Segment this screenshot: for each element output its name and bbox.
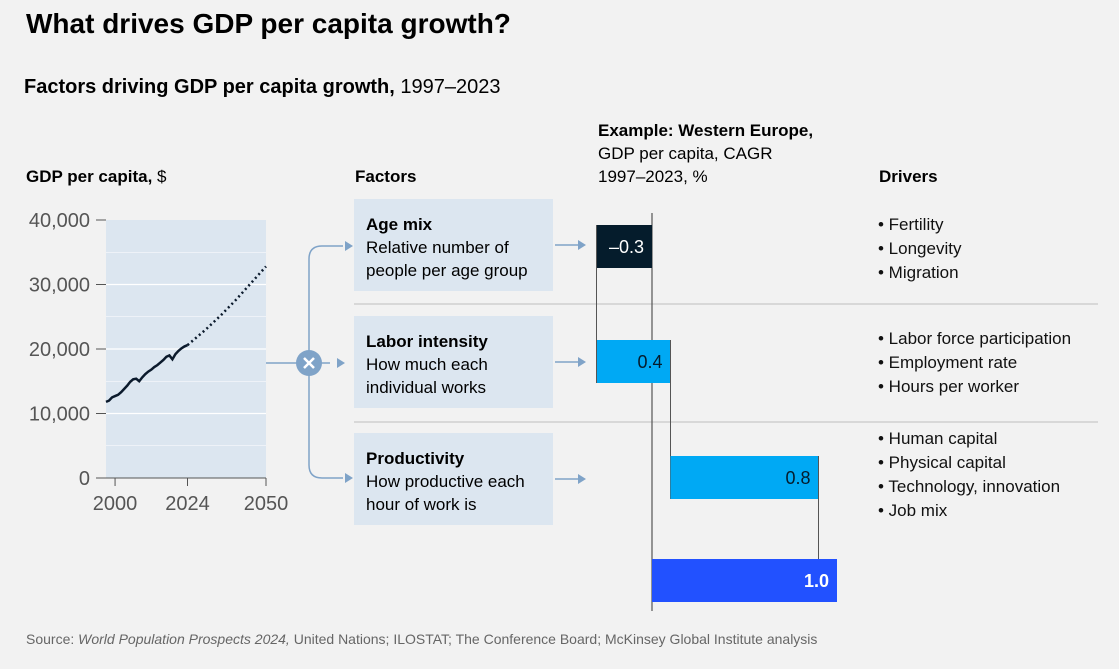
example-header-line3: 1997–2023, % (598, 167, 708, 186)
arrow-head-icon (578, 240, 586, 250)
driver-item: • Longevity (878, 239, 962, 258)
driver-list: • Labor force participation • Employment … (878, 327, 1071, 399)
driver-list: • Fertility • Longevity • Migration (878, 213, 961, 285)
driver-item: • Employment rate (878, 353, 1018, 372)
source-italic: World Population Prospects 2024, (78, 631, 290, 647)
gdp-header-bold: GDP per capita, (26, 167, 153, 186)
projection-line (186, 265, 267, 347)
y-tick-label: 30,000 (29, 275, 90, 297)
waterfall-bar (670, 456, 819, 499)
factor-box: Labor intensity How much each individual … (354, 316, 553, 408)
driver-item: • Job mix (878, 501, 948, 520)
bar-value-label: 0.4 (637, 352, 662, 372)
factors-header: Factors (355, 167, 417, 186)
bar-value-label: 0.8 (785, 468, 810, 488)
waterfall-bar (596, 340, 671, 383)
factor-title: Labor intensity (366, 332, 488, 351)
page-title: What drives GDP per capita growth? (26, 8, 511, 39)
subtitle-years: 1997–2023 (394, 76, 501, 98)
y-tick-label: 0 (79, 468, 90, 490)
y-tick-label: 20,000 (29, 339, 90, 361)
example-header-bold: Example: Western Europe, (598, 121, 814, 140)
driver-item: • Technology, innovation (878, 477, 1061, 496)
source-rest: United Nations; ILOSTAT; The Conference … (289, 631, 818, 647)
driver-item: • Physical capital (878, 453, 1006, 472)
x-tick-label: 2000 (93, 493, 138, 515)
gdp-header-unit: $ (152, 167, 167, 186)
multiply-icon-glyph (303, 357, 315, 369)
example-header-line2: GDP per capita, CAGR (598, 144, 773, 163)
driver-item: • Migration (878, 263, 959, 282)
waterfall-bar (652, 559, 837, 602)
driver-item: • Labor force participation (878, 329, 1072, 348)
arrow-head-icon (578, 357, 586, 367)
driver-item: • Human capital (878, 429, 998, 448)
factor-description: How much each individual works (366, 355, 488, 397)
waterfall-chart: –0.3 0.4 0.8 1.0 (596, 213, 837, 611)
gdp-line (105, 343, 189, 404)
arrow-head-icon (345, 241, 353, 251)
source-note: Source: World Population Prospects 2024,… (26, 631, 817, 647)
arrow-head-icon (345, 473, 353, 483)
gdp-line-chart: 0 10,000 20,000 30,000 40,000 2000 2024 2050 (29, 210, 288, 515)
factor-description: Relative number of people per age group (366, 238, 528, 280)
drivers-header: Drivers (879, 167, 938, 186)
factor-title: Age mix (366, 215, 433, 234)
waterfall-bar (596, 225, 652, 268)
factor-title: Productivity (366, 449, 465, 468)
source-prefix: Source: (26, 631, 79, 647)
y-tick-label: 40,000 (29, 210, 90, 232)
factor-box: Age mix Relative number of people per age… (354, 199, 553, 291)
subtitle: Factors driving GDP per capita growth, 1… (24, 76, 500, 99)
x-tick-label: 2050 (244, 493, 289, 515)
bar-value-label: –0.3 (609, 237, 644, 257)
driver-list: • Human capital • Physical capital • Techn… (878, 427, 1060, 523)
example-header: Example: Western Europe, GDP per capita,… (598, 119, 813, 188)
factor-description: How productive each hour of work is (366, 472, 525, 514)
y-tick-label: 10,000 (29, 404, 90, 426)
x-tick-label: 2024 (165, 493, 210, 515)
gdp-chart-header: GDP per capita, $ (26, 167, 166, 187)
driver-item: • Fertility (878, 215, 944, 234)
arrow-head-icon (337, 358, 345, 368)
factor-box: Productivity How productive each hour of … (354, 433, 553, 525)
driver-item: • Hours per worker (878, 377, 1020, 396)
subtitle-bold: Factors driving GDP per capita growth, (24, 76, 395, 98)
arrow-head-icon (578, 474, 586, 484)
bar-value-label: 1.0 (804, 571, 829, 591)
flow-connectors (266, 240, 1098, 484)
